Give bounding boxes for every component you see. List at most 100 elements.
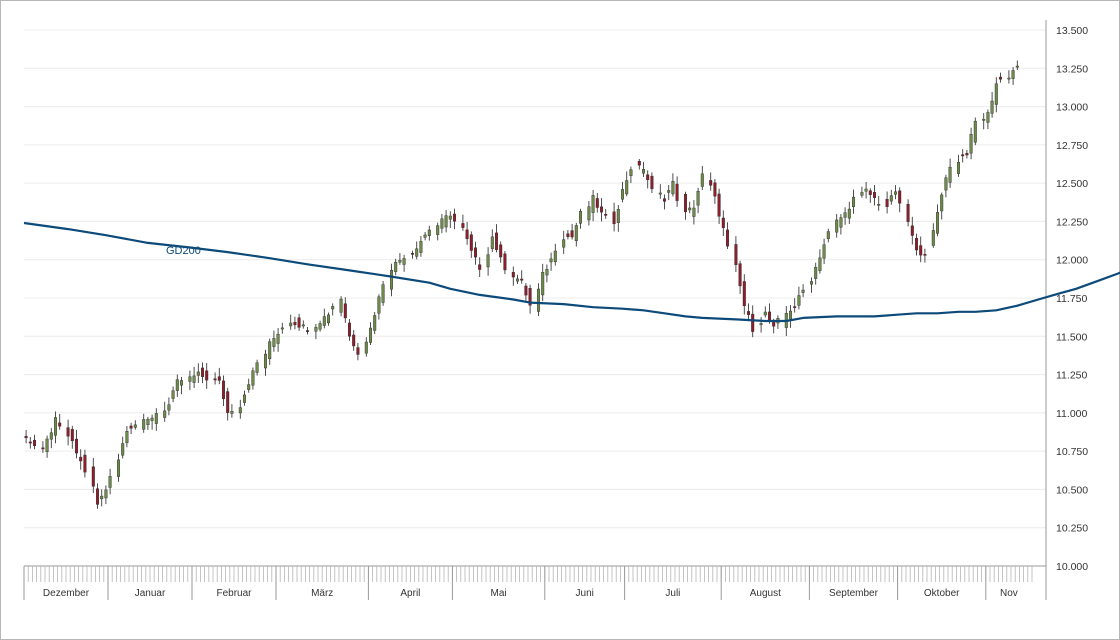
candle-bullish xyxy=(272,338,276,347)
candle-bullish xyxy=(486,254,490,268)
candle-bearish xyxy=(494,232,499,250)
candle-bearish xyxy=(751,313,755,332)
candle-bullish xyxy=(545,268,549,276)
candle-bullish xyxy=(49,432,53,440)
candle-bullish xyxy=(948,166,952,183)
candle-bullish xyxy=(179,380,184,386)
candle-bullish xyxy=(515,278,520,282)
candle-bullish xyxy=(331,306,335,310)
candle-bearish xyxy=(998,76,1003,80)
candle-bullish xyxy=(763,311,767,316)
candle-bullish xyxy=(263,353,268,369)
candle-bullish xyxy=(121,443,125,456)
candle-bullish xyxy=(574,225,578,241)
candle-bearish xyxy=(717,193,721,217)
candle-bearish xyxy=(343,303,347,319)
month-label: August xyxy=(750,588,781,599)
candle-bullish xyxy=(826,231,830,239)
candle-bullish xyxy=(1011,70,1015,79)
candle-bearish xyxy=(356,347,360,355)
x-axis: Dezember Januar Februar März April Mai Juni Jul… xyxy=(23,565,1046,600)
candle-bullish xyxy=(45,438,49,452)
candle-bullish xyxy=(956,161,961,174)
candle-bullish xyxy=(146,418,150,425)
candle-bullish xyxy=(931,230,935,246)
candle-bearish xyxy=(200,367,205,377)
candle-bullish xyxy=(549,258,553,263)
month-label: Juli xyxy=(665,588,680,599)
candle-bullish xyxy=(167,404,171,411)
candle-bearish xyxy=(599,206,604,213)
candle-bearish xyxy=(66,427,70,437)
candle-bearish xyxy=(709,180,713,186)
candle-bearish xyxy=(461,223,465,228)
candle-bullish xyxy=(150,417,154,421)
candle-bullish xyxy=(230,411,234,414)
candle-bullish xyxy=(851,196,856,207)
candle-bullish xyxy=(818,257,822,271)
candle-bullish xyxy=(373,315,377,331)
candle-bearish xyxy=(612,211,616,225)
candle-bullish xyxy=(196,371,200,376)
candle-bullish xyxy=(864,188,868,192)
candle-bullish xyxy=(326,314,331,324)
candle-bullish xyxy=(364,341,368,354)
candle-bullish xyxy=(163,410,167,418)
candle-bearish xyxy=(129,425,133,429)
month-label: April xyxy=(400,588,420,599)
candle-bearish xyxy=(898,190,902,204)
month-label: Nov xyxy=(1000,588,1018,599)
candle-bearish xyxy=(734,244,738,265)
candle-bullish xyxy=(591,195,595,213)
candle-bearish xyxy=(746,311,751,315)
candle-bearish xyxy=(595,198,599,208)
candle-bearish xyxy=(511,272,515,278)
candle-bullish xyxy=(843,212,847,218)
candle-bullish xyxy=(188,376,192,382)
y-tick-label: 12.750 xyxy=(1056,140,1088,152)
candle-bullish xyxy=(562,239,566,248)
candle-bearish xyxy=(305,330,310,332)
candle-bearish xyxy=(683,193,688,213)
candle-bearish xyxy=(524,285,528,296)
candle-bullish xyxy=(835,219,839,233)
candle-bullish xyxy=(1015,65,1019,68)
candle-bearish xyxy=(646,174,650,180)
candle-bullish xyxy=(104,489,108,499)
ma200-line xyxy=(23,221,1120,323)
month-label: Oktober xyxy=(924,588,960,599)
candle-bearish xyxy=(226,391,230,413)
candle-bearish xyxy=(570,230,574,238)
candle-bearish xyxy=(528,288,532,306)
candle-bullish xyxy=(616,208,620,223)
candle-bullish xyxy=(381,284,385,303)
candle-bullish xyxy=(788,310,793,320)
candle-bearish xyxy=(293,322,297,326)
candles xyxy=(24,60,1019,509)
candle-bearish xyxy=(503,253,507,271)
candle-bullish xyxy=(541,272,545,296)
candle-bullish xyxy=(578,211,583,224)
candle-bearish xyxy=(473,247,478,258)
candle-bullish xyxy=(289,322,293,327)
candle-bullish xyxy=(108,476,112,488)
month-label: Juni xyxy=(576,588,594,599)
candle-bearish xyxy=(906,204,910,222)
candle-bearish xyxy=(24,435,28,439)
candle-bullish xyxy=(671,181,675,195)
y-tick-label: 11.750 xyxy=(1056,293,1087,305)
candle-bearish xyxy=(885,199,889,207)
candle-bullish xyxy=(255,362,259,373)
candle-bullish xyxy=(973,120,977,143)
y-tick-label: 12.500 xyxy=(1056,178,1088,190)
candle-bearish xyxy=(41,447,45,450)
candle-bullish xyxy=(448,215,452,220)
candle-bullish xyxy=(436,225,440,235)
candle-bearish xyxy=(738,263,742,287)
y-tick-label: 10.750 xyxy=(1056,446,1088,458)
candle-bullish xyxy=(801,289,805,293)
candle-bearish xyxy=(91,466,95,487)
candle-bullish xyxy=(629,169,633,176)
candle-bearish xyxy=(919,245,923,256)
candle-bearish xyxy=(32,439,37,446)
